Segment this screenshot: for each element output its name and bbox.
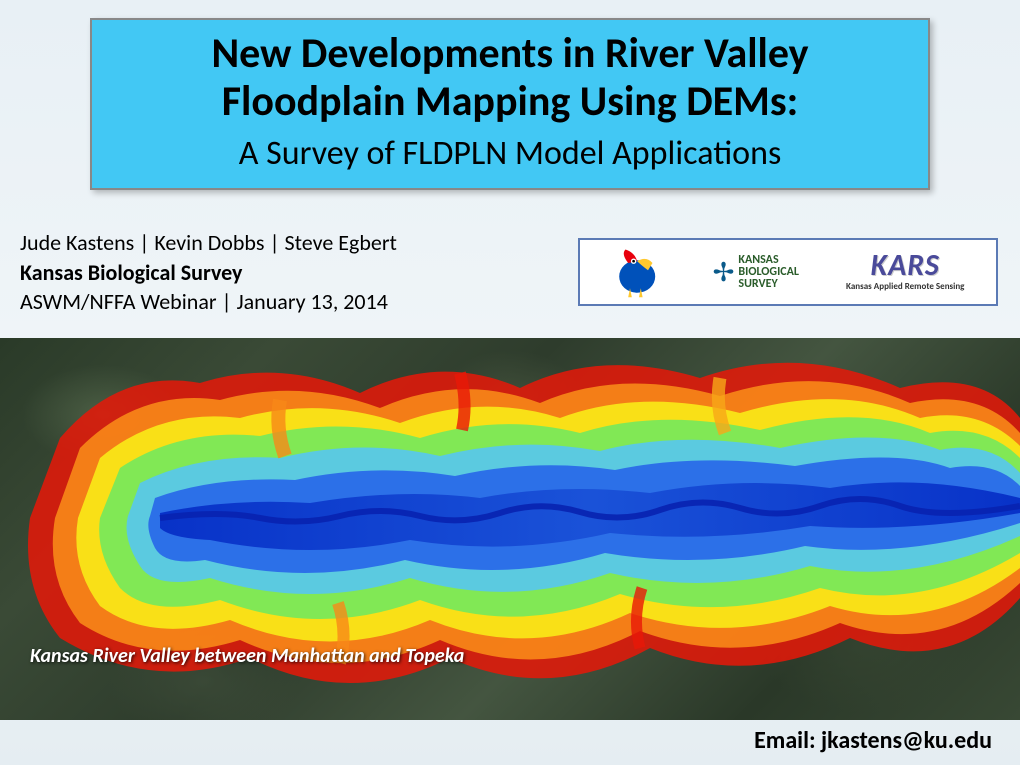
logo-strip: ✢ KANSAS BIOLOGICAL SURVEY KARS Kansas A… [578,238,998,306]
event-info: ASWM/NFFA Webinar | January 13, 2014 [20,287,397,317]
map-caption: Kansas River Valley between Manhattan an… [30,644,464,668]
map-image: Kansas River Valley between Manhattan an… [0,338,1020,720]
title-line-2: Floodplain Mapping Using DEMs: [112,78,908,126]
authors-block: Jude Kastens | Kevin Dobbs | Steve Egber… [20,228,397,317]
author-org: Kansas Biological Survey [20,258,397,288]
dragonfly-icon: ✢ [713,256,735,288]
kars-text: KARS [846,252,964,281]
author-names: Jude Kastens | Kevin Dobbs | Steve Egber… [20,228,397,258]
kars-sub: Kansas Applied Remote Sensing [846,281,964,292]
kbs-logo: ✢ KANSAS BIOLOGICAL SURVEY [713,254,799,290]
title-box: New Developments in River Valley Floodpl… [90,18,930,190]
kars-logo: KARS Kansas Applied Remote Sensing [846,252,964,292]
subtitle: A Survey of FLDPLN Model Applications [112,133,908,174]
jayhawk-logo [612,245,666,299]
contact-email: Email: jkastens@ku.edu [754,726,992,755]
title-line-1: New Developments in River Valley [112,30,908,78]
kbs-line3: SURVEY [738,278,799,290]
